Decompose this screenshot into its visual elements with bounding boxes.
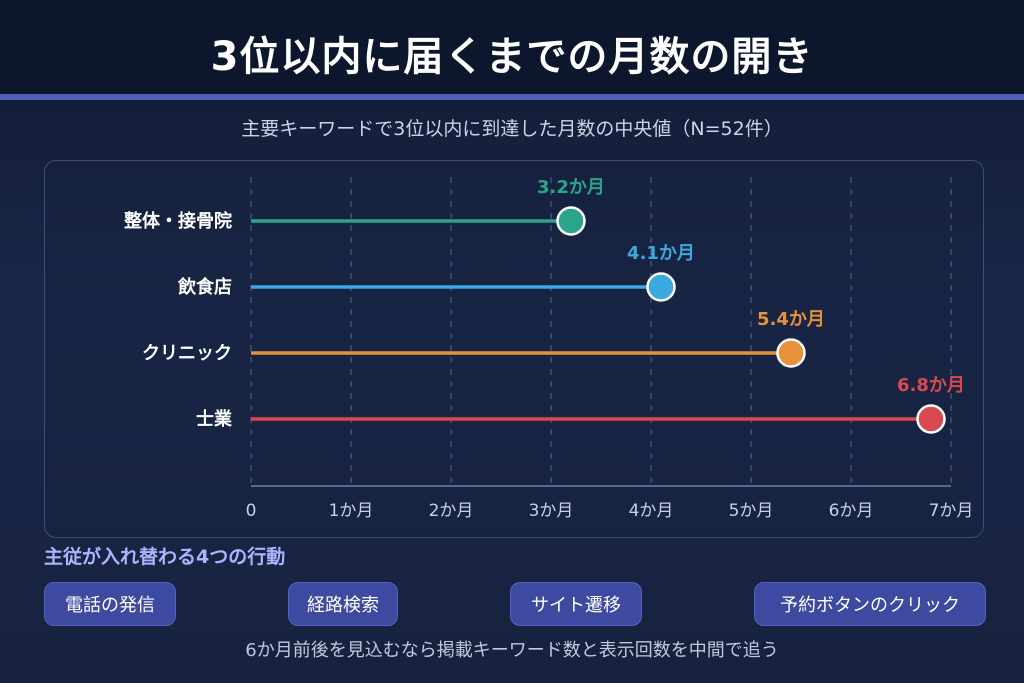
chart-panel: 0 1か月 2か月 3か月 4か月 5か月 6か月 7か月 整体・接骨院 3.2か月飲食店 4.1か… xyxy=(44,160,984,538)
page-title: 3位以内に届くまでの月数の開き xyxy=(210,34,814,80)
lollipop-dot xyxy=(646,272,676,302)
value-label: 4.1か月 xyxy=(627,243,695,264)
lollipop-dot xyxy=(916,404,946,434)
x-tick-label: 7か月 xyxy=(929,501,974,521)
x-tick-label: 6か月 xyxy=(829,501,874,521)
lollipop-dot xyxy=(776,338,806,368)
value-label: 6.8か月 xyxy=(897,375,965,396)
x-tick-label: 0 xyxy=(246,501,257,521)
value-label: 5.4か月 xyxy=(757,309,825,330)
category-label: 整体・接骨院 xyxy=(123,210,232,232)
action-pill-reservation-click: 予約ボタンのクリック xyxy=(754,582,986,626)
action-pill-phone-call: 電話の発信 xyxy=(44,582,176,626)
x-tick-label: 5か月 xyxy=(729,501,774,521)
x-tick-label: 3か月 xyxy=(529,501,574,521)
category-label: 飲食店 xyxy=(177,276,232,298)
page-subtitle: 主要キーワードで3位以内に到達した月数の中央値（N=52件） xyxy=(241,118,783,140)
actions-heading: 主従が入れ替わる4つの行動 xyxy=(44,546,286,568)
action-pill-route-search: 経路検索 xyxy=(288,582,398,626)
lollipop-dot xyxy=(556,206,586,236)
x-tick-label: 2か月 xyxy=(429,501,474,521)
x-tick-label: 4か月 xyxy=(629,501,674,521)
category-label: 士業 xyxy=(196,408,233,430)
action-pill-site-transition: サイト遷移 xyxy=(510,582,642,626)
title-divider xyxy=(0,94,1024,100)
footnote: 6か月前後を見込むなら掲載キーワード数と表示回数を中間で追う xyxy=(245,640,779,661)
value-label: 3.2か月 xyxy=(537,177,605,198)
x-tick-label: 1か月 xyxy=(329,501,374,521)
category-label: クリニック xyxy=(142,343,232,364)
title-bar xyxy=(0,0,1024,94)
